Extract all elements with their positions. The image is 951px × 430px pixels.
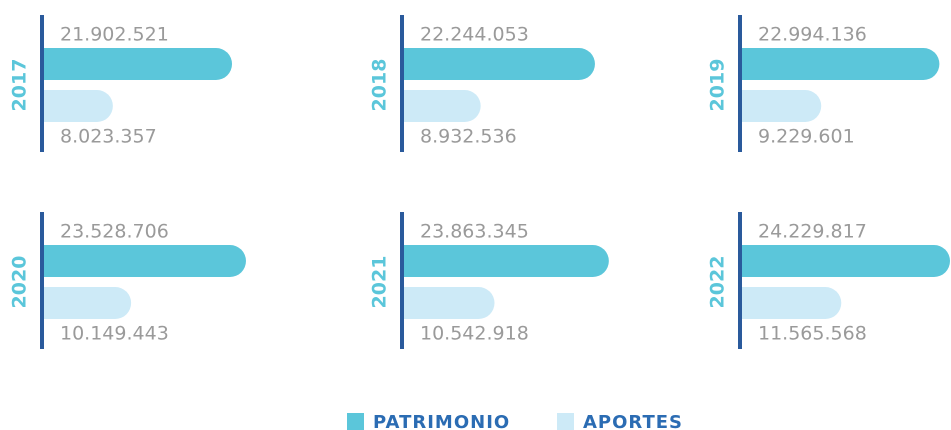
bar <box>742 90 822 122</box>
year-label: 2019 <box>707 59 729 112</box>
value-label: 24.229.817 <box>758 221 867 243</box>
value-label: 11.565.568 <box>758 323 867 345</box>
bar <box>44 287 132 319</box>
bar <box>44 48 233 80</box>
year-label: 2022 <box>707 256 729 309</box>
bar <box>404 287 495 319</box>
value-label: 21.902.521 <box>60 24 169 46</box>
value-label: 22.244.053 <box>420 24 529 46</box>
year-label: 2018 <box>369 59 391 112</box>
legend-swatch <box>557 413 574 430</box>
bar <box>404 90 481 122</box>
legend-label: PATRIMONIO <box>373 412 510 430</box>
value-label: 10.149.443 <box>60 323 169 345</box>
bar <box>44 90 113 122</box>
value-label: 22.994.136 <box>758 24 867 46</box>
bar <box>404 48 595 80</box>
value-label: 23.528.706 <box>60 221 169 243</box>
value-label: 23.863.345 <box>420 221 529 243</box>
legend-swatch <box>347 413 364 430</box>
value-label: 10.542.918 <box>420 323 529 345</box>
year-label: 2017 <box>9 59 31 112</box>
bar <box>44 245 246 277</box>
bar <box>742 287 842 319</box>
value-label: 8.023.357 <box>60 126 157 148</box>
year-label: 2020 <box>9 256 31 309</box>
bar <box>742 245 950 277</box>
bar <box>404 245 609 277</box>
value-label: 8.932.536 <box>420 126 517 148</box>
legend-label: APORTES <box>583 412 683 430</box>
bar <box>742 48 940 80</box>
value-label: 9.229.601 <box>758 126 855 148</box>
year-label: 2021 <box>369 256 391 309</box>
